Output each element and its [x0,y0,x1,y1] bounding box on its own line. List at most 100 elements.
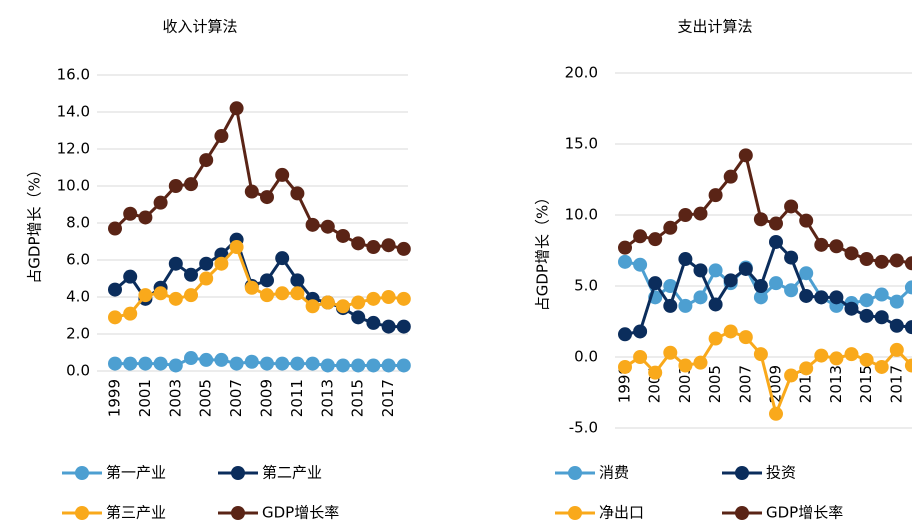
chart-title: 支出计算法 [677,18,752,36]
series-marker [769,406,783,421]
series-marker [108,282,122,297]
series-marker [678,208,693,222]
legend-label: 第一产业 [106,464,166,482]
x-tick-label: 2005 [197,379,215,417]
y-tick-label: 10.0 [57,177,90,195]
series-marker [904,358,912,373]
series-marker [738,330,753,345]
y-tick-label: 12.0 [57,140,90,158]
series-marker [753,279,768,293]
series-marker [123,356,138,371]
series-marker [260,190,274,205]
series-marker [138,210,153,225]
series-marker [859,252,874,267]
y-tick-label: 20.0 [565,64,598,82]
y-tick-label: 15.0 [565,135,598,153]
legend-marker [75,466,89,480]
legend-marker [568,506,582,520]
series-marker [799,266,814,281]
series-marker [814,237,829,252]
series-marker [738,261,753,276]
series-marker [874,310,889,325]
y-tick-label: 16.0 [57,66,90,84]
series-marker [138,288,153,303]
x-tick-label: 2011 [288,379,306,417]
series-marker [874,287,889,302]
series-marker [229,101,244,116]
series-marker [275,167,290,182]
series-marker [396,241,411,256]
series-marker [723,273,738,288]
series-marker [305,217,320,232]
series-marker [799,288,814,303]
series-marker [693,355,708,370]
series-marker [723,324,738,339]
series-marker [275,356,290,371]
series-marker [108,356,122,371]
series-marker [275,251,290,266]
series-marker [618,240,632,255]
series-marker [366,358,381,373]
x-tick-label: 2013 [318,379,336,417]
series-marker [351,310,366,325]
series-marker [844,347,859,362]
y-tick-label: 10.0 [565,206,598,224]
y-tick-label: 6.0 [66,251,90,269]
series-marker [889,342,904,357]
series-marker [381,358,396,373]
series-marker [859,308,874,323]
series-marker [723,169,738,184]
series-marker [738,148,753,163]
series-marker [168,358,183,373]
series-marker [874,254,889,269]
series-marker [366,240,381,255]
series-marker [648,365,663,380]
series-line [624,151,912,265]
series-marker [290,273,305,288]
series-marker [784,250,799,265]
series-marker [184,267,198,282]
series-marker [904,256,912,271]
series-marker [199,271,214,286]
series-marker [859,293,874,308]
series-marker [320,295,335,310]
series-marker [633,350,648,364]
y-axis-label: 占GDP增长（%） [534,190,552,311]
series-marker [366,315,381,330]
series-marker [663,345,678,360]
series-marker [168,179,183,193]
series-marker [138,356,153,371]
series-marker [153,195,168,210]
series-marker [618,327,632,342]
series-marker [889,294,904,309]
x-tick-label: 2005 [706,365,724,403]
x-tick-label: 2007 [227,379,245,417]
series-marker [366,291,381,306]
series-marker [618,254,632,269]
legend-marker [75,506,89,520]
legend-label: GDP增长率 [262,504,339,522]
series-marker [859,352,874,367]
series-marker [633,257,648,272]
x-tick-label: 2017 [379,379,397,417]
legend-label: 消费 [599,464,629,482]
series-marker [381,290,396,304]
series-marker [320,219,335,234]
series-marker [678,252,693,267]
series-marker [678,358,693,373]
series-marker [214,129,229,144]
x-tick-label: 2011 [797,365,815,403]
series-marker [381,319,396,334]
series-marker [168,291,183,306]
x-tick-label: 2007 [736,365,754,403]
y-tick-label: 0.0 [66,362,90,380]
series-marker [693,263,708,278]
y-tick-label: 2.0 [66,325,90,343]
series-marker [184,351,198,366]
series-marker [693,290,708,305]
legend-marker [231,506,245,520]
series-marker [153,286,168,301]
x-tick-label: 1999 [106,379,124,417]
legend-marker [231,466,245,480]
legend-label: GDP增长率 [766,504,843,522]
